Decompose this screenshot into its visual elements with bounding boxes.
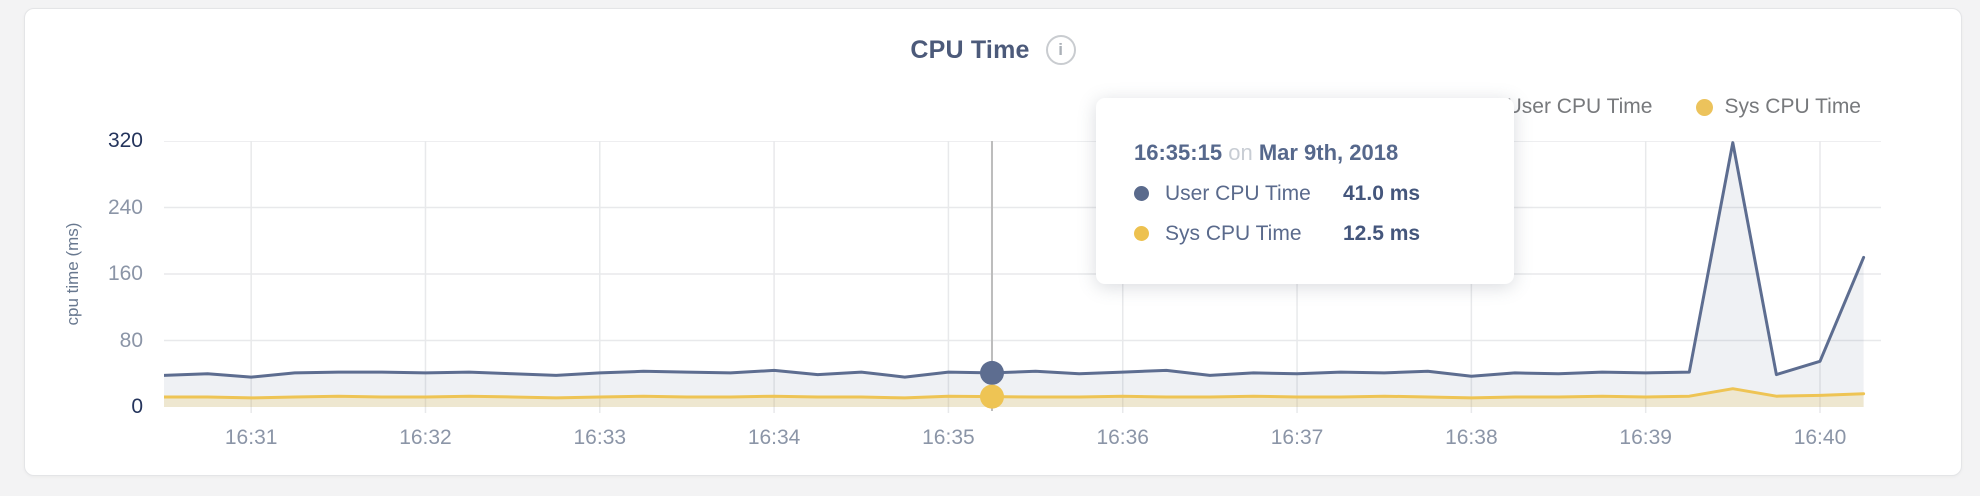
hover-point bbox=[979, 384, 1004, 409]
x-tick-label: 16:32 bbox=[399, 426, 452, 449]
y-tick-label: 320 bbox=[107, 129, 143, 152]
y-tick-label: 80 bbox=[119, 328, 143, 352]
chart-header: CPU Time i bbox=[25, 35, 1961, 65]
info-icon[interactable]: i bbox=[1045, 35, 1076, 65]
chart-title: CPU Time bbox=[910, 35, 1030, 64]
y-tick-label: 160 bbox=[107, 262, 143, 285]
x-tick-label: 16:33 bbox=[574, 426, 627, 449]
x-tick-label: 16:31 bbox=[225, 426, 278, 449]
tooltip-date: Mar 9th, 2018 bbox=[1258, 140, 1399, 165]
x-tick-label: 16:37 bbox=[1271, 426, 1324, 449]
tooltip-heading: 16:35:15 on Mar 9th, 2018 bbox=[1134, 140, 1484, 166]
x-tick-label: 16:39 bbox=[1619, 426, 1672, 449]
tooltip-row-value: 41.0 ms bbox=[1343, 181, 1421, 205]
series-line bbox=[164, 141, 1866, 379]
legend-label: Sys CPU Time bbox=[1724, 95, 1861, 118]
x-tick-label: 16:38 bbox=[1445, 426, 1498, 449]
legend-label: User CPU Time bbox=[1506, 95, 1653, 118]
series-line bbox=[164, 387, 1866, 400]
tooltip-row-label: User CPU Time bbox=[1165, 181, 1311, 205]
x-tick-label: 16:36 bbox=[1096, 426, 1149, 449]
sys-series-dot-icon bbox=[1134, 226, 1149, 241]
chart-legend: User CPU Time Sys CPU Time bbox=[1478, 93, 1861, 121]
legend-dot-icon bbox=[1696, 98, 1714, 116]
x-tick-label: 16:35 bbox=[922, 426, 975, 449]
tooltip-row-label: Sys CPU Time bbox=[1165, 221, 1302, 245]
hover-point bbox=[979, 360, 1004, 385]
user-series-dot-icon bbox=[1134, 186, 1149, 201]
series-area bbox=[164, 142, 1864, 407]
tooltip-row: User CPU Time 41.0 ms bbox=[1134, 179, 1484, 208]
chart-card: CPU Time i User CPU Time Sys CPU Time cpu… bbox=[24, 8, 1962, 476]
x-tick-label: 16:40 bbox=[1794, 426, 1847, 449]
tooltip-row-value: 12.5 ms bbox=[1343, 221, 1421, 245]
y-tick-label: 240 bbox=[107, 195, 143, 219]
plot-svg[interactable]: 16:31 16:32 16:33 16:34 16:35 16:36 16:37 16:38… bbox=[164, 141, 1881, 451]
tooltip-time: 16:35:15 bbox=[1134, 140, 1223, 165]
hover-tooltip: 16:35:15 on Mar 9th, 2018 User CPU Time … bbox=[1096, 98, 1514, 284]
legend-item[interactable]: Sys CPU Time bbox=[1696, 95, 1861, 119]
x-tick-label: 16:34 bbox=[748, 426, 801, 449]
tooltip-row: Sys CPU Time 12.5 ms bbox=[1134, 219, 1484, 248]
y-tick-label: 0 bbox=[131, 395, 143, 418]
tooltip-connector: on bbox=[1228, 140, 1253, 165]
y-axis-ticks: 320 240 160 80 0 bbox=[25, 129, 143, 418]
